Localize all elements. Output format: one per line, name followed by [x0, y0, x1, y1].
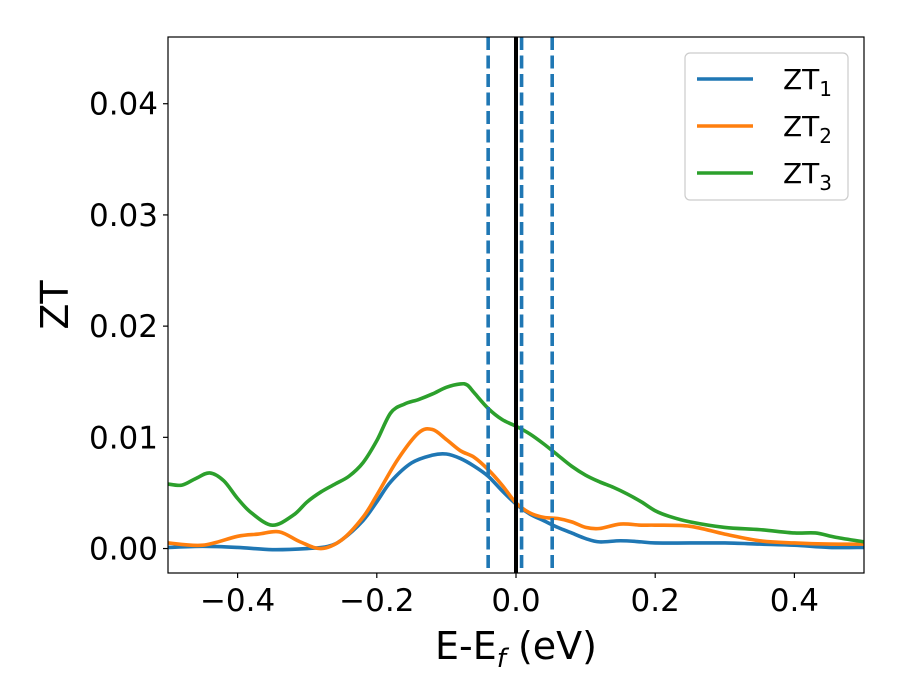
x-tick-label: 0.4: [770, 583, 819, 619]
legend-label: ZT3: [783, 157, 832, 195]
legend-label: ZT1: [783, 63, 832, 101]
legend-item-zt1: ZT1: [697, 63, 832, 101]
x-axis-label: E-Ef (eV): [435, 624, 597, 674]
x-tick-label: 0.2: [631, 583, 680, 619]
y-axis-label: ZT: [33, 280, 77, 330]
y-tick-label: 0.00: [89, 532, 158, 568]
x-axis-label-unit: (eV): [506, 624, 597, 668]
y-axis: 0.00 0.01 0.02 0.03 0.04: [89, 87, 168, 568]
legend: ZT1 ZT2 ZT3: [684, 52, 849, 201]
legend-item-zt2: ZT2: [697, 110, 832, 148]
series-line-zt2: [168, 427, 864, 551]
x-tick-label: 0.0: [491, 583, 540, 619]
y-tick-label: 0.03: [89, 198, 158, 234]
x-tick-label: −0.4: [200, 583, 275, 619]
legend-label: ZT2: [783, 110, 832, 148]
y-tick-label: 0.04: [89, 87, 158, 123]
plot-area: [167, 36, 865, 574]
legend-item-zt3: ZT3: [697, 157, 832, 195]
series-line-zt3: [168, 381, 864, 544]
x-axis-label-main: E-E: [435, 624, 497, 668]
legend-box: [684, 52, 849, 201]
y-tick-label: 0.01: [89, 420, 158, 456]
y-tick-label: 0.02: [89, 309, 158, 345]
x-tick-label: −0.2: [339, 583, 414, 619]
x-axis: −0.4 −0.2 0.0 0.2 0.4: [200, 573, 819, 619]
